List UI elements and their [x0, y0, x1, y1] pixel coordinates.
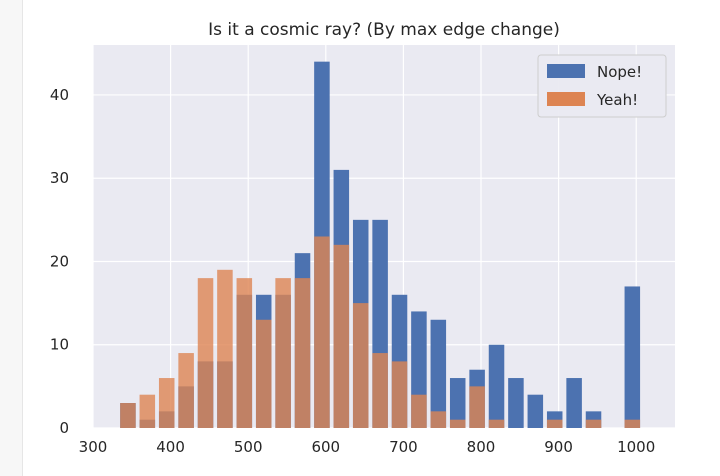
bar-nope	[566, 378, 582, 428]
bar-yeah	[391, 361, 408, 428]
bar-yeah	[197, 278, 214, 428]
x-axis-ticks: 300 400 500 600 700 800 900 1000	[79, 438, 656, 456]
bar-yeah	[314, 236, 330, 428]
bar-yeah	[139, 394, 156, 428]
bar-nope	[527, 394, 544, 428]
left-gutter	[0, 0, 23, 476]
x-tick-label: 800	[467, 438, 496, 456]
bar-yeah	[255, 319, 272, 428]
x-tick-label: 500	[234, 438, 263, 456]
bar-nope	[449, 378, 466, 428]
bar-yeah	[411, 394, 427, 428]
bar-nope	[508, 378, 524, 428]
x-tick-label: 1000	[617, 438, 655, 456]
bar-yeah	[585, 419, 602, 428]
bar-yeah	[449, 419, 466, 428]
bar-yeah	[333, 244, 350, 428]
y-tick-label: 0	[59, 419, 69, 437]
bar-yeah	[217, 269, 233, 428]
bar-yeah	[488, 419, 505, 428]
x-tick-label: 300	[79, 438, 108, 456]
bar-yeah	[275, 278, 291, 428]
y-tick-label: 10	[50, 336, 69, 354]
bar-nope	[430, 319, 447, 428]
bar-nope	[624, 286, 641, 428]
bar-yeah	[624, 419, 641, 428]
bar-nope	[488, 344, 505, 428]
chart-title: Is it a cosmic ray? (By max edge change)	[208, 20, 560, 40]
x-tick-label: 400	[156, 438, 185, 456]
legend: Nope! Yeah!	[537, 54, 667, 118]
x-tick-label: 600	[311, 438, 340, 456]
bar-yeah	[120, 403, 136, 428]
y-tick-label: 20	[50, 252, 69, 270]
legend-swatch-yeah	[547, 92, 585, 106]
bar-yeah	[158, 378, 175, 428]
bar-yeah	[546, 419, 563, 428]
bar-yeah	[372, 353, 388, 428]
y-tick-label: 30	[50, 169, 69, 187]
bar-yeah	[430, 411, 447, 428]
x-tick-label: 700	[389, 438, 418, 456]
y-tick-label: 40	[50, 86, 69, 104]
y-axis-ticks: 0 10 20 30 40	[50, 86, 69, 437]
bar-yeah	[469, 386, 485, 428]
bar-yeah	[178, 353, 194, 428]
legend-label-yeah: Yeah!	[596, 91, 638, 109]
bar-yeah	[294, 278, 311, 428]
legend-label-nope: Nope!	[597, 63, 642, 81]
bar-yeah	[236, 278, 253, 428]
series-yeah-bars	[120, 236, 641, 428]
bar-yeah	[352, 303, 369, 428]
x-tick-label: 900	[544, 438, 573, 456]
legend-swatch-nope	[547, 64, 585, 78]
